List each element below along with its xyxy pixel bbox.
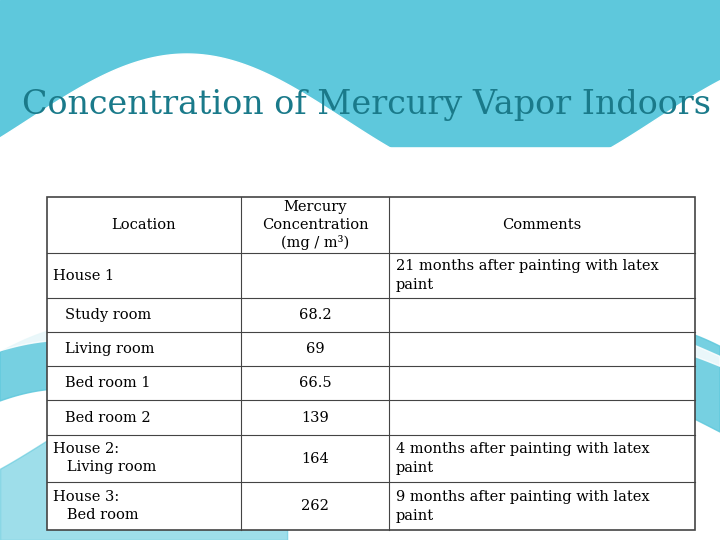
Text: 68.2: 68.2: [299, 308, 331, 322]
Text: Bed room 1: Bed room 1: [65, 376, 150, 390]
Text: 9 months after painting with latex
paint: 9 months after painting with latex paint: [396, 490, 649, 523]
Bar: [47, 197, 695, 530]
Text: Bed room 2: Bed room 2: [65, 410, 150, 424]
Text: Study room: Study room: [65, 308, 151, 322]
Text: Bed room: Bed room: [53, 508, 138, 522]
Text: 69: 69: [306, 342, 324, 356]
Text: Comments: Comments: [502, 218, 582, 232]
Text: House 1: House 1: [53, 269, 114, 283]
Text: 66.5: 66.5: [299, 376, 331, 390]
Text: 139: 139: [301, 410, 329, 424]
Text: 262: 262: [301, 500, 329, 514]
Text: Concentration of Mercury Vapor Indoors: Concentration of Mercury Vapor Indoors: [22, 89, 711, 122]
Bar: [0, 0, 720, 146]
Text: 21 months after painting with latex
paint: 21 months after painting with latex pain…: [396, 260, 659, 292]
Text: Location: Location: [112, 218, 176, 232]
Text: Living room: Living room: [53, 460, 156, 474]
Text: House 3:: House 3:: [53, 490, 119, 504]
Text: Mercury
Concentration
(mg / m³): Mercury Concentration (mg / m³): [261, 200, 369, 250]
Text: House 2:: House 2:: [53, 442, 119, 456]
Text: 4 months after painting with latex
paint: 4 months after painting with latex paint: [396, 442, 649, 475]
Text: 164: 164: [301, 451, 329, 465]
Text: Living room: Living room: [65, 342, 154, 356]
